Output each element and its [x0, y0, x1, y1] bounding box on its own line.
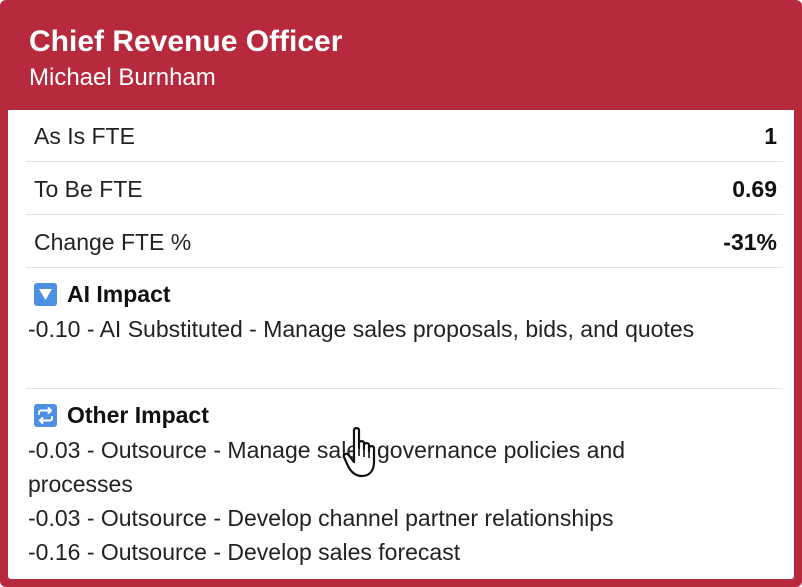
other-impact-heading: Other Impact	[34, 400, 209, 430]
metric-label: Change FTE %	[34, 229, 192, 255]
hand-pointer-cursor-icon	[342, 427, 376, 478]
other-impact-title: Other Impact	[67, 402, 209, 428]
card-header: Chief Revenue Officer Michael Burnham	[0, 0, 802, 110]
ai-impact-title: AI Impact	[67, 281, 171, 307]
person-name: Michael Burnham	[29, 64, 216, 91]
metric-value: 0.69	[732, 176, 777, 202]
ai-impact-heading: AI Impact	[34, 279, 171, 309]
other-impact-lines: -0.03 - Outsource - Manage sales governa…	[28, 433, 728, 569]
metric-label: To Be FTE	[34, 176, 143, 202]
role-title: Chief Revenue Officer	[29, 25, 343, 58]
ai-impact-section: AI Impact -0.10 - AI Substituted - Manag…	[26, 269, 783, 389]
metric-row-change-fte: Change FTE % -31%	[26, 216, 783, 268]
ai-impact-lines: -0.10 - AI Substituted - Manage sales pr…	[28, 312, 728, 346]
impact-line: -0.03 - Outsource - Manage sales governa…	[28, 437, 626, 497]
metric-row-as-is-fte: As Is FTE 1	[26, 110, 783, 162]
card-body: As Is FTE 1 To Be FTE 0.69 Change FTE % …	[8, 110, 794, 579]
metric-value: 1	[764, 123, 777, 149]
metric-value: -31%	[723, 229, 777, 255]
impact-line: -0.10 - AI Substituted - Manage sales pr…	[28, 316, 695, 342]
triangle-down-icon	[34, 283, 57, 307]
impact-line: -0.16 - Outsource - Develop sales foreca…	[28, 539, 461, 565]
impact-line: -0.03 - Outsource - Develop channel part…	[28, 505, 614, 531]
other-impact-section: Other Impact -0.03 - Outsource - Manage …	[26, 390, 783, 570]
metric-label: As Is FTE	[34, 123, 135, 149]
repeat-icon	[34, 404, 57, 428]
metric-row-to-be-fte: To Be FTE 0.69	[26, 163, 783, 215]
